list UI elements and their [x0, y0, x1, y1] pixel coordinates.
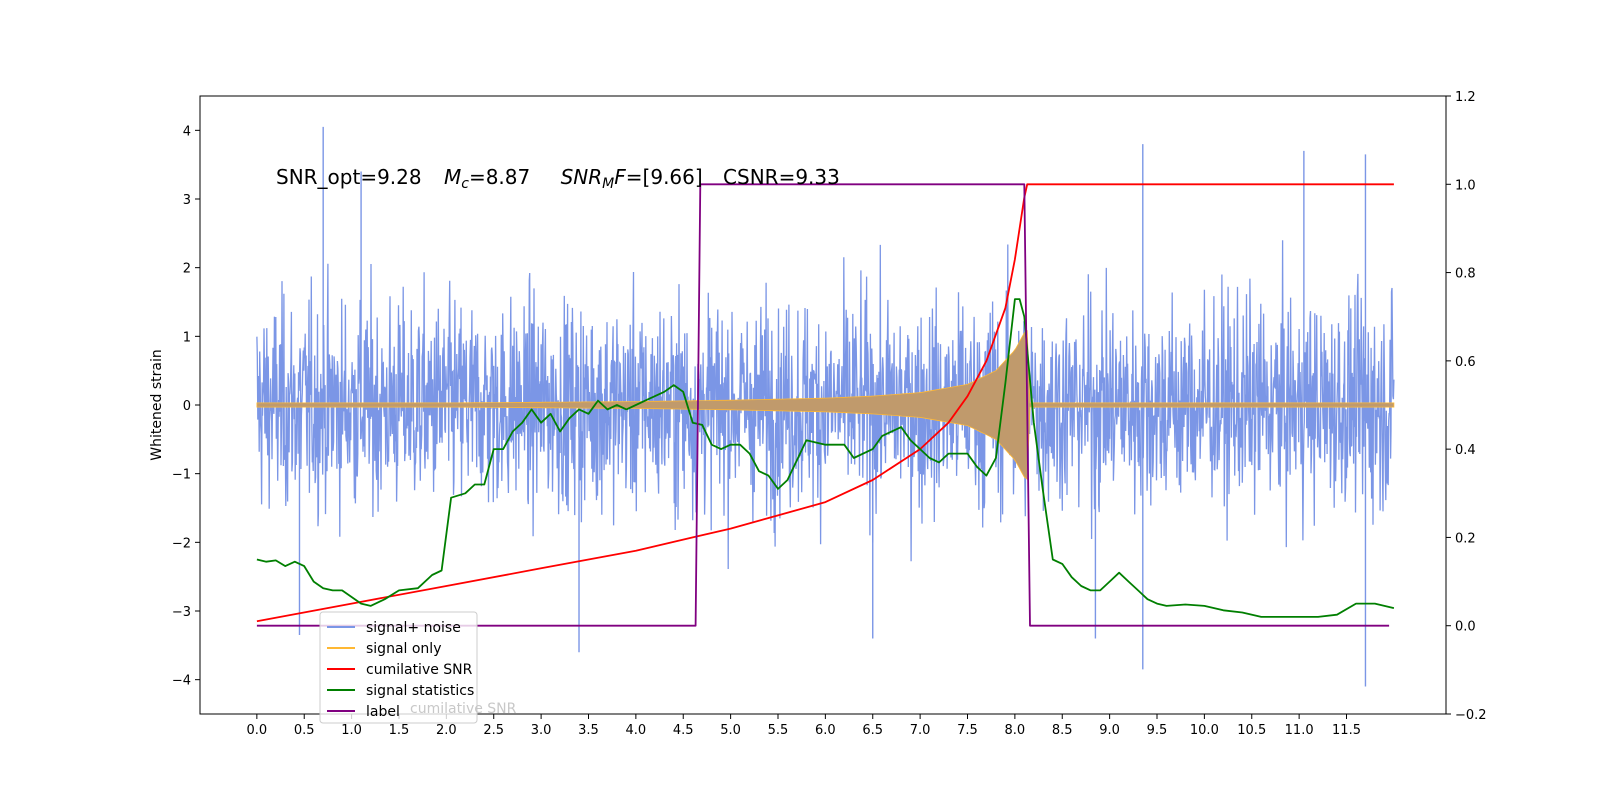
x-tick-label: 4.0	[626, 723, 647, 738]
legend-box	[319, 611, 478, 724]
signal-noise-series	[256, 126, 1395, 687]
signal-only-series	[256, 330, 1395, 480]
x-tick-label: 2.5	[483, 723, 504, 738]
legend-entry-label: signal+ noise	[366, 620, 461, 636]
annotation-mc-symbol: M	[444, 165, 461, 189]
x-tick-label: 7.0	[910, 723, 931, 738]
y-left-tick-label: −1	[172, 468, 191, 483]
x-tick-label: 6.0	[815, 723, 836, 738]
y-right-tick-label: 0.6	[1455, 355, 1476, 370]
x-tick-label: 0.0	[247, 723, 268, 738]
y-left-tick-label: −2	[172, 536, 191, 551]
annotation-snrmf-rest: F	[614, 165, 626, 189]
x-tick-label: 11.0	[1285, 723, 1314, 738]
x-tick-label: 1.0	[341, 723, 362, 738]
x-tick-label: 3.5	[578, 723, 599, 738]
y-right-tick-label: 1.0	[1455, 178, 1476, 193]
annotation-snrmf-sub: M	[602, 176, 614, 192]
chart-annotation: SNR_opt=9.28 Mc=8.87 SNRMF=[9.66] CSNR=9…	[276, 165, 840, 192]
x-tick-label: 4.5	[673, 723, 694, 738]
y-right-tick-label: −0.2	[1455, 708, 1487, 723]
legend-entry-label: cumilative SNR	[366, 662, 473, 678]
annotation-mc-value: =8.87	[469, 165, 530, 189]
y-right-tick-label: 0.8	[1455, 267, 1476, 282]
annotation-snr-opt: SNR_opt=9.28	[276, 165, 422, 189]
y-right-tick-label: 0.0	[1455, 620, 1476, 635]
x-tick-label: 9.0	[1099, 723, 1120, 738]
x-tick-label: 7.5	[957, 723, 978, 738]
y-right-tick-label: 1.2	[1455, 90, 1476, 105]
annotation-snrmf-value: =[9.66]	[626, 165, 703, 189]
signal-statistics-line	[256, 298, 1395, 618]
x-tick-label: 10.5	[1237, 723, 1266, 738]
y-axis-label: Whitened strain	[149, 349, 165, 460]
label-line	[256, 183, 1390, 627]
x-tick-label: 10.0	[1190, 723, 1219, 738]
legend-entry-label: signal statistics	[366, 683, 474, 699]
x-tick-label: 5.0	[720, 723, 741, 738]
y-right-tick-label: 0.4	[1455, 443, 1476, 458]
x-tick-label: 9.5	[1147, 723, 1168, 738]
x-tick-label: 5.5	[768, 723, 789, 738]
y-left-tick-label: 2	[183, 262, 191, 277]
legend-entry-label: signal only	[366, 641, 441, 657]
signal-only-envelope	[256, 330, 1395, 480]
x-tick-label: 8.0	[1005, 723, 1026, 738]
y-left-tick-label: 4	[183, 124, 191, 139]
signal-noise-trace	[256, 240, 1395, 570]
x-tick-label: 1.5	[389, 723, 410, 738]
x-tick-label: 8.5	[1052, 723, 1073, 738]
annotation-mc-sub: c	[461, 176, 469, 192]
y-left-tick-label: −4	[172, 674, 191, 689]
y-left-tick-label: 1	[183, 330, 191, 345]
y-left-tick-label: −3	[172, 605, 191, 620]
y-left-tick-label: 3	[183, 193, 191, 208]
y-left-tick-label: 0	[183, 399, 191, 414]
y-right-tick-label: 0.2	[1455, 531, 1476, 546]
annotation-snrmf-symbol: SNR	[561, 165, 603, 189]
x-tick-label: 3.0	[531, 723, 552, 738]
x-tick-label: 0.5	[294, 723, 315, 738]
legend-entry-label: label	[366, 704, 400, 720]
x-tick-label: 2.0	[436, 723, 457, 738]
cumulative-snr-line	[256, 183, 1394, 623]
legend: cumilative SNR signal+ noise signal only c…	[319, 611, 517, 724]
legend-occluded-text: cumilative SNR	[410, 701, 517, 717]
x-tick-label: 6.5	[862, 723, 883, 738]
x-tick-label: 11.5	[1332, 723, 1361, 738]
annotation-csnr: CSNR=9.33	[723, 165, 840, 189]
